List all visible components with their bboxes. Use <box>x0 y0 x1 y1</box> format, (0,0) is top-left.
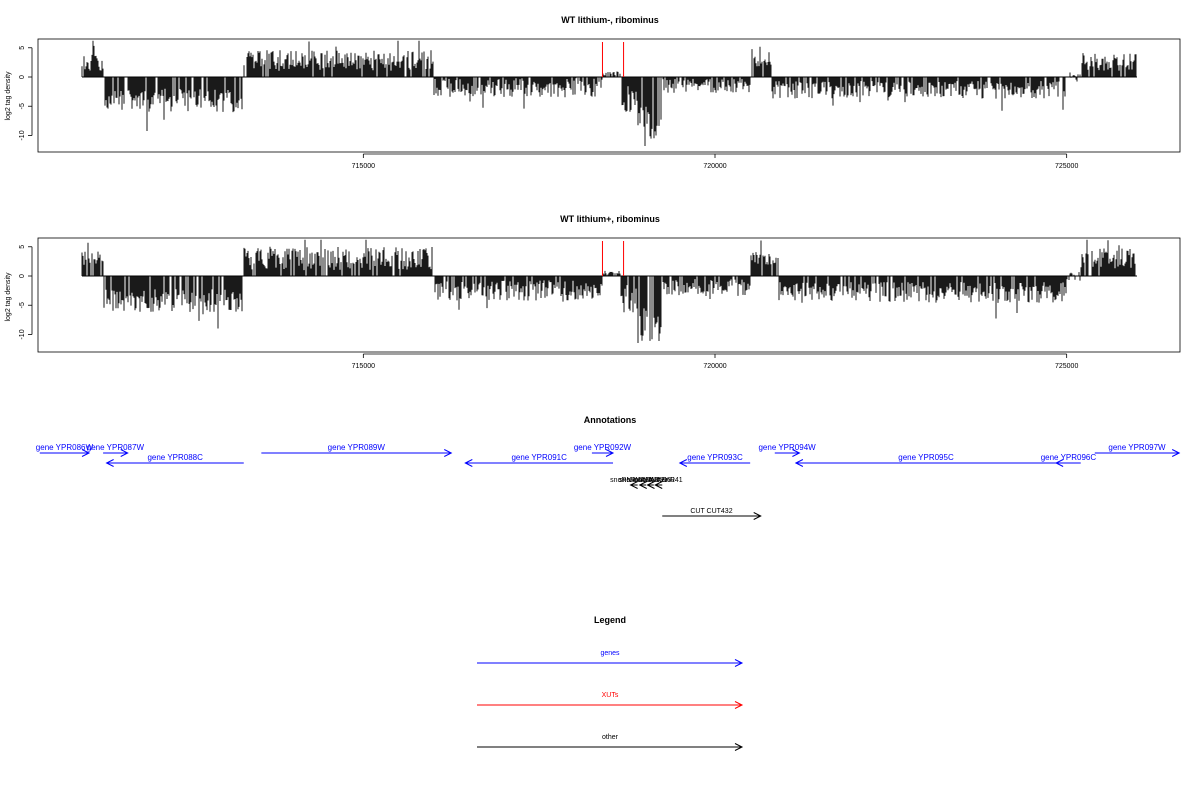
feature-arrow: snoRNA snR42 <box>610 477 658 489</box>
feature-label: gene YPR089W <box>328 443 386 452</box>
track-title: WT lithium+, ribominus <box>560 214 660 224</box>
feature-label: snoRNA snR60 <box>627 477 675 484</box>
feature-label: CUT CUT432 <box>690 508 732 515</box>
feature-arrowhead <box>629 481 638 489</box>
feature-arrowhead <box>654 481 663 489</box>
feature-arrowhead <box>120 449 129 457</box>
y-tick-label: -10 <box>19 329 26 339</box>
legend-entry: genes <box>477 650 744 667</box>
cut-site-markers <box>601 42 625 77</box>
feature-arrow: gene YPR094W <box>758 443 816 457</box>
legend: Legend genes XUTs other <box>477 615 744 751</box>
feature-arrowhead <box>105 459 114 467</box>
feature-arrow: gene YPR097W <box>1094 443 1181 457</box>
feature-label: snoRNA snR42 <box>610 477 658 484</box>
x-tick-label: 725000 <box>1055 163 1078 170</box>
x-axis: 715000 720000 725000 <box>352 153 1078 170</box>
feature-arrow: snoRNA snR41 <box>635 477 683 489</box>
track-panel-lithium-minus: WT lithium-, ribominus log2 tag density … <box>5 15 1181 170</box>
feature-label: snoRNA snR41 <box>635 477 683 484</box>
legend-label: genes <box>600 650 620 657</box>
feature-label: gene YPR096C <box>1041 453 1097 462</box>
track-title: WT lithium-, ribominus <box>561 15 659 25</box>
y-axis: 5 0 -5 -10 <box>19 46 33 141</box>
feature-arrowhead <box>81 449 91 457</box>
feature-label: gene YPR091C <box>511 453 567 462</box>
legend-title: Legend <box>594 615 626 625</box>
feature-arrow: gene YPR095C <box>794 453 1057 467</box>
x-tick-label: 715000 <box>352 163 375 170</box>
feature-arrowhead <box>792 449 801 457</box>
feature-arrow: gene YPR089W <box>261 443 453 457</box>
legend-arrowhead <box>734 701 744 709</box>
x-tick-label: 725000 <box>1055 363 1078 370</box>
y-axis-label: log2 tag density <box>5 71 12 121</box>
y-axis: 5 0 -5 -10 <box>19 245 33 340</box>
x-tick-label: 720000 <box>703 163 726 170</box>
feature-arrow: gene YPR092W <box>574 443 632 457</box>
track-panel-lithium-plus: WT lithium+, ribominus log2 tag density … <box>5 214 1181 370</box>
y-tick-label: 0 <box>19 274 26 278</box>
feature-arrowhead <box>1171 449 1181 457</box>
feature-arrow: gene YPR096C <box>1041 453 1097 467</box>
feature-arrowhead <box>1055 459 1064 467</box>
feature-arrow: snoRNA snR59 <box>619 477 667 489</box>
y-axis-label: log2 tag density <box>5 272 12 322</box>
coverage-bars <box>81 40 1137 146</box>
feature-label: snoRNA snR59 <box>619 477 667 484</box>
feature-arrowhead <box>678 459 688 467</box>
feature-arrowhead <box>605 449 615 457</box>
x-tick-label: 715000 <box>352 363 375 370</box>
legend-entry: XUTs <box>477 692 744 709</box>
feature-arrow: gene YPR091C <box>464 453 614 467</box>
feature-label: gene YPR088C <box>147 453 203 462</box>
x-axis: 715000 720000 725000 <box>352 353 1078 370</box>
feature-label: gene YPR095C <box>898 453 954 462</box>
feature-arrowhead <box>753 512 762 520</box>
feature-arrow: snoRNA snR60 <box>627 477 675 489</box>
y-tick-label: 5 <box>19 245 26 249</box>
plot-frame <box>37 237 1181 353</box>
feature-arrowhead <box>646 481 655 489</box>
legend-label: XUTs <box>602 692 619 699</box>
feature-label: gene YPR086W <box>36 443 94 452</box>
feature-arrow: gene YPR093C <box>678 453 751 467</box>
feature-arrow: CUT CUT432 <box>662 508 762 520</box>
feature-label: gene YPR093C <box>687 453 743 462</box>
legend-arrowhead <box>734 743 744 751</box>
y-tick-label: -5 <box>19 302 26 308</box>
cut-site-markers <box>601 241 625 276</box>
x-tick-label: 720000 <box>703 363 726 370</box>
y-tick-label: -10 <box>19 130 26 140</box>
legend-entry: other <box>477 734 744 751</box>
annotations-title: Annotations <box>584 415 637 425</box>
y-tick-label: -5 <box>19 103 26 109</box>
feature-arrow: gene YPR088C <box>105 453 244 467</box>
feature-arrowhead <box>464 459 473 467</box>
coverage-bars <box>81 239 1136 343</box>
feature-label: gene YPR087W <box>87 443 145 452</box>
feature-label: gene YPR094W <box>758 443 816 452</box>
feature-arrow: gene YPR086W <box>36 443 94 457</box>
legend-label: other <box>602 734 619 741</box>
feature-label: gene YPR097W <box>1108 443 1166 452</box>
legend-entries: genes XUTs other <box>477 650 744 751</box>
y-tick-label: 5 <box>19 46 26 50</box>
legend-arrowhead <box>734 659 744 667</box>
feature-arrowhead <box>794 459 804 467</box>
plot-frame <box>37 38 1181 153</box>
y-tick-label: 0 <box>19 75 26 79</box>
feature-arrowhead <box>638 481 647 489</box>
feature-arrow: gene YPR087W <box>87 443 145 457</box>
feature-arrowhead <box>444 449 453 457</box>
feature-label: gene YPR092W <box>574 443 632 452</box>
